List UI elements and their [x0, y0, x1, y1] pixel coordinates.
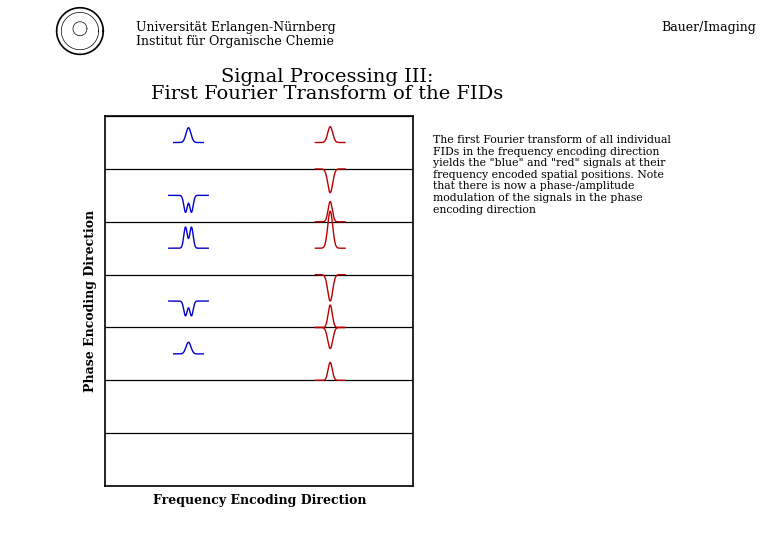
Text: First Fourier Transform of the FIDs: First Fourier Transform of the FIDs — [151, 85, 504, 103]
Text: Bauer/Imaging: Bauer/Imaging — [661, 21, 757, 33]
X-axis label: Frequency Encoding Direction: Frequency Encoding Direction — [153, 494, 366, 508]
Text: Universität Erlangen-Nürnberg: Universität Erlangen-Nürnberg — [136, 21, 336, 33]
Text: The first Fourier transform of all individual
FIDs in the frequency encoding dir: The first Fourier transform of all indiv… — [433, 135, 671, 214]
Text: Institut für Organische Chemie: Institut für Organische Chemie — [136, 35, 335, 48]
Text: Signal Processing III:: Signal Processing III: — [222, 68, 434, 85]
Y-axis label: Phase Encoding Direction: Phase Encoding Direction — [84, 210, 97, 392]
